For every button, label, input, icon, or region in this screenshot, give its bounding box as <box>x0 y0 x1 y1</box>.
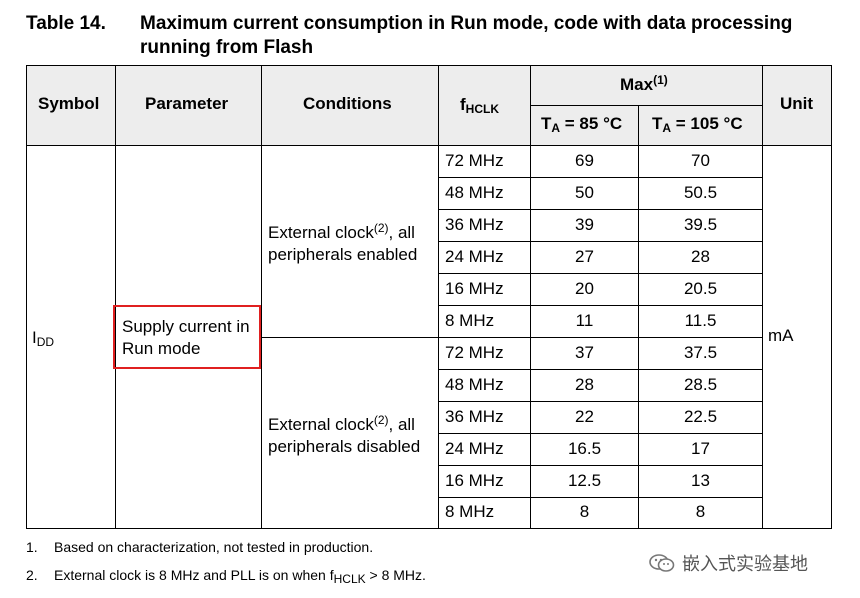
row-divider <box>438 305 762 306</box>
max-ta105-cell: 28.5 <box>683 375 718 394</box>
table-right-border <box>831 65 832 529</box>
footnote-1: 1. Based on characterization, not tested … <box>26 539 374 555</box>
freq-cell: 36 MHz <box>445 407 504 426</box>
freq-cell: 16 MHz <box>445 471 504 490</box>
watermark: 嵌入式实验基地 <box>648 550 808 576</box>
column-divider <box>115 65 116 529</box>
freq-cell: 48 MHz <box>445 183 504 202</box>
header-symbol: Symbol <box>38 94 100 113</box>
table-top-border <box>26 65 832 66</box>
max-ta85-cell: 50 <box>575 183 594 202</box>
freq-cell: 36 MHz <box>445 215 504 234</box>
wechat-icon <box>648 553 676 573</box>
max-ta85-cell: 39 <box>575 215 594 234</box>
freq-cell: 8 MHz <box>445 502 495 521</box>
max-ta85-cell: 27 <box>575 247 594 266</box>
row-divider <box>438 465 762 466</box>
freq-cell: 8 MHz <box>445 311 495 330</box>
row-divider <box>438 497 762 498</box>
table-left-border <box>26 65 27 529</box>
max-ta105-cell: 11.5 <box>684 311 717 330</box>
table-number: Table 14. <box>26 13 106 34</box>
current-consumption-table: Symbol Parameter Conditions fHCLK Max(1)… <box>26 65 832 529</box>
header-ta-105: TA = 105 °C <box>652 114 743 135</box>
max-ta85-cell: 22 <box>575 407 594 426</box>
column-divider <box>438 65 439 529</box>
max-ta105-cell: 22.5 <box>683 407 718 426</box>
column-divider <box>638 105 639 529</box>
max-ta85-cell: 11 <box>575 311 594 330</box>
max-ta85-cell: 16.5 <box>567 439 602 458</box>
max-ta85-cell: 37 <box>575 343 594 362</box>
freq-cell: 48 MHz <box>445 375 504 394</box>
group-divider <box>261 337 762 338</box>
column-divider <box>261 65 262 529</box>
row-divider <box>438 273 762 274</box>
max-ta105-cell: 17 <box>691 439 710 458</box>
freq-cell: 72 MHz <box>445 343 504 362</box>
column-divider <box>530 65 531 529</box>
row-divider <box>438 369 762 370</box>
table-bottom-border <box>26 528 832 529</box>
symbol-idd: IDD <box>32 328 55 349</box>
max-ta105-cell: 50.5 <box>683 183 718 202</box>
header-max: Max(1) <box>620 73 668 94</box>
row-divider <box>438 433 762 434</box>
header-conditions: Conditions <box>303 94 392 113</box>
parameter-cell: Supply current in Run mode <box>122 317 250 358</box>
max-ta105-cell: 13 <box>691 471 710 490</box>
max-ta85-cell: 20 <box>575 279 594 298</box>
header-parameter: Parameter <box>145 94 229 113</box>
row-divider <box>438 401 762 402</box>
header-unit: Unit <box>780 94 814 113</box>
max-ta105-cell: 8 <box>695 502 706 521</box>
max-ta85-cell: 28 <box>575 375 594 394</box>
max-ta105-cell: 70 <box>691 151 710 170</box>
max-ta105-cell: 20.5 <box>683 279 718 298</box>
max-ta85-cell: 69 <box>575 151 594 170</box>
highlight-annotation-box <box>113 305 261 369</box>
max-ta105-cell: 28 <box>691 247 710 266</box>
max-header-divider <box>530 105 762 106</box>
row-divider <box>438 241 762 242</box>
row-divider <box>438 177 762 178</box>
row-divider <box>438 209 762 210</box>
condition-disabled: External clock(2), all peripherals disab… <box>268 413 421 456</box>
header-ta-85: TA = 85 °C <box>541 114 623 135</box>
footnote-2: 2. External clock is 8 MHz and PLL is on … <box>26 567 426 586</box>
max-ta85-cell: 12.5 <box>567 471 602 490</box>
column-divider <box>762 65 763 529</box>
unit-ma: mA <box>768 326 794 345</box>
header-fhclk: fHCLK <box>460 95 499 116</box>
max-ta85-cell: 8 <box>579 502 590 521</box>
table-title: Maximum current consumption in Run mode,… <box>140 13 793 58</box>
max-ta105-cell: 37.5 <box>683 343 718 362</box>
freq-cell: 24 MHz <box>445 439 504 458</box>
header-bottom-border <box>26 145 832 146</box>
freq-cell: 24 MHz <box>445 247 504 266</box>
condition-enabled: External clock(2), all peripherals enabl… <box>268 221 418 264</box>
freq-cell: 16 MHz <box>445 279 504 298</box>
max-ta105-cell: 39.5 <box>683 215 718 234</box>
freq-cell: 72 MHz <box>445 151 504 170</box>
